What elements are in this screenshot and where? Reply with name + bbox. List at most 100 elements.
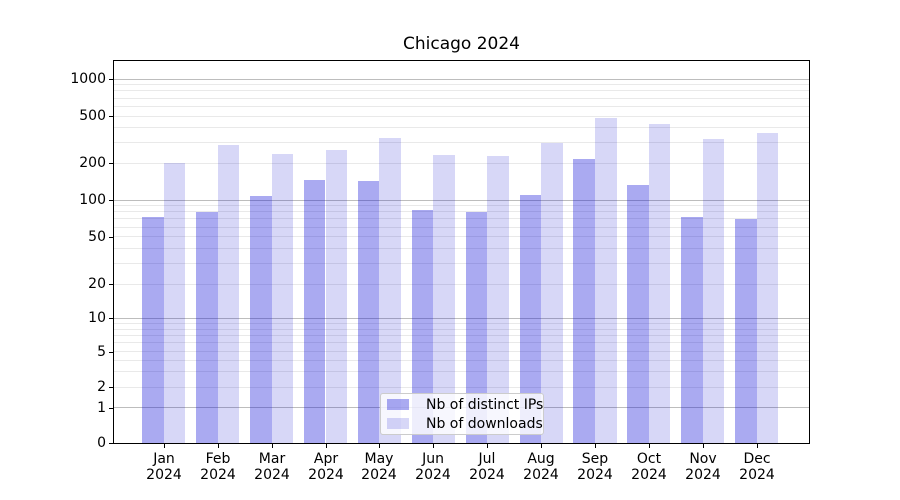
y-tick-label: 200 bbox=[79, 155, 106, 171]
chart-title: Chicago 2024 bbox=[403, 34, 520, 54]
y-tick-mark bbox=[109, 408, 113, 409]
bar-downloads-dec bbox=[756, 133, 779, 443]
x-tick-label-aug: Aug 2024 bbox=[523, 451, 559, 483]
minor-gridline bbox=[114, 371, 809, 372]
x-tick-mark bbox=[272, 444, 273, 448]
bar-distinct_ips-may bbox=[357, 180, 380, 443]
minor-gridline bbox=[114, 322, 809, 324]
y-tick-mark bbox=[109, 116, 113, 117]
minor-gridline bbox=[114, 141, 809, 143]
minor-gridline bbox=[114, 90, 809, 92]
bar-distinct_ips-apr bbox=[303, 180, 326, 443]
major-gridline bbox=[114, 78, 809, 80]
y-tick-mark bbox=[109, 200, 113, 201]
y-tick-mark bbox=[109, 163, 113, 164]
minor-gridline bbox=[114, 211, 809, 213]
y-tick-label: 500 bbox=[79, 108, 106, 124]
x-tick-label-jul: Jul 2024 bbox=[469, 451, 505, 483]
minor-gridline bbox=[114, 127, 809, 128]
x-tick-mark bbox=[326, 444, 327, 448]
bar-distinct_ips-jan bbox=[142, 217, 164, 443]
y-tick-mark bbox=[109, 284, 113, 285]
bar-downloads-nov bbox=[702, 139, 725, 443]
y-tick-mark bbox=[109, 79, 113, 80]
y-tick-label: 100 bbox=[79, 192, 106, 208]
bar-distinct_ips-jun bbox=[411, 209, 434, 443]
bar-downloads-mar bbox=[271, 154, 294, 443]
x-tick-label-jan: Jan 2024 bbox=[146, 451, 182, 483]
y-tick-label: 1000 bbox=[70, 71, 106, 87]
minor-gridline bbox=[114, 334, 809, 336]
bar-downloads-jun bbox=[433, 154, 455, 443]
bar-downloads-may bbox=[379, 138, 401, 443]
bar-distinct_ips-mar bbox=[250, 195, 272, 443]
bar-downloads-feb bbox=[217, 144, 240, 443]
bar-distinct_ips-jul bbox=[465, 212, 488, 443]
bar-distinct_ips-sep bbox=[573, 159, 595, 443]
bar-downloads-apr bbox=[325, 149, 348, 443]
x-tick-label-apr: Apr 2024 bbox=[308, 451, 344, 483]
bar-distinct_ips-dec bbox=[735, 219, 757, 443]
y-tick-label: 5 bbox=[97, 344, 106, 360]
legend-label-downloads: Nb of downloads bbox=[426, 415, 543, 432]
x-tick-mark bbox=[595, 444, 596, 448]
x-tick-mark bbox=[541, 444, 542, 448]
y-tick-mark bbox=[109, 387, 113, 388]
minor-gridline bbox=[114, 115, 809, 117]
x-tick-label-oct: Oct 2024 bbox=[631, 451, 667, 483]
legend-item-distinct-ips: Nb of distinct IPs bbox=[381, 396, 543, 413]
minor-gridline bbox=[114, 247, 809, 249]
y-tick-mark bbox=[109, 352, 113, 353]
x-tick-mark bbox=[379, 444, 380, 448]
x-tick-label-dec: Dec 2024 bbox=[739, 451, 775, 483]
x-tick-label-jun: Jun 2024 bbox=[415, 451, 451, 483]
y-tick-label: 50 bbox=[88, 229, 106, 245]
y-tick-label: 0 bbox=[97, 435, 106, 451]
minor-gridline bbox=[114, 226, 809, 228]
major-gridline bbox=[114, 199, 809, 201]
bar-distinct_ips-aug bbox=[519, 194, 542, 443]
y-tick-label: 1 bbox=[97, 400, 106, 416]
x-tick-label-sep: Sep 2024 bbox=[577, 451, 613, 483]
bar-distinct_ips-nov bbox=[681, 217, 703, 443]
bar-downloads-aug bbox=[541, 142, 563, 443]
x-tick-mark bbox=[218, 444, 219, 448]
y-tick-mark bbox=[109, 443, 113, 444]
plot-area bbox=[113, 60, 810, 444]
minor-gridline bbox=[114, 236, 809, 238]
bar-downloads-jul bbox=[487, 155, 509, 443]
minor-gridline bbox=[114, 283, 809, 285]
x-tick-mark bbox=[487, 444, 488, 448]
legend-swatch-distinct-ips bbox=[387, 399, 409, 410]
minor-gridline bbox=[114, 105, 809, 107]
bar-downloads-jan bbox=[163, 163, 186, 443]
minor-gridline bbox=[114, 262, 809, 264]
y-tick-label: 20 bbox=[88, 276, 106, 292]
legend-swatch-downloads bbox=[387, 418, 409, 429]
x-tick-mark bbox=[703, 444, 704, 448]
minor-gridline bbox=[114, 162, 809, 164]
bar-downloads-sep bbox=[595, 118, 617, 443]
y-tick-mark bbox=[109, 237, 113, 238]
minor-gridline bbox=[114, 351, 809, 352]
bar-distinct_ips-feb bbox=[196, 211, 218, 443]
minor-gridline bbox=[114, 386, 809, 388]
x-tick-label-mar: Mar 2024 bbox=[254, 451, 290, 483]
x-tick-label-may: May 2024 bbox=[361, 451, 397, 483]
minor-gridline bbox=[114, 84, 809, 86]
minor-gridline bbox=[114, 328, 809, 330]
minor-gridline bbox=[114, 359, 809, 361]
x-tick-label-nov: Nov 2024 bbox=[685, 451, 721, 483]
minor-gridline bbox=[114, 218, 809, 220]
y-tick-label: 2 bbox=[97, 379, 106, 395]
legend: Nb of distinct IPs Nb of downloads bbox=[380, 393, 544, 435]
bar-downloads-oct bbox=[648, 123, 671, 443]
legend-item-downloads: Nb of downloads bbox=[381, 415, 543, 432]
y-tick-mark bbox=[109, 318, 113, 319]
bar-distinct_ips-oct bbox=[627, 185, 649, 443]
x-tick-mark bbox=[164, 444, 165, 448]
major-gridline bbox=[114, 317, 809, 319]
x-tick-mark bbox=[433, 444, 434, 448]
y-tick-label: 10 bbox=[88, 310, 106, 326]
